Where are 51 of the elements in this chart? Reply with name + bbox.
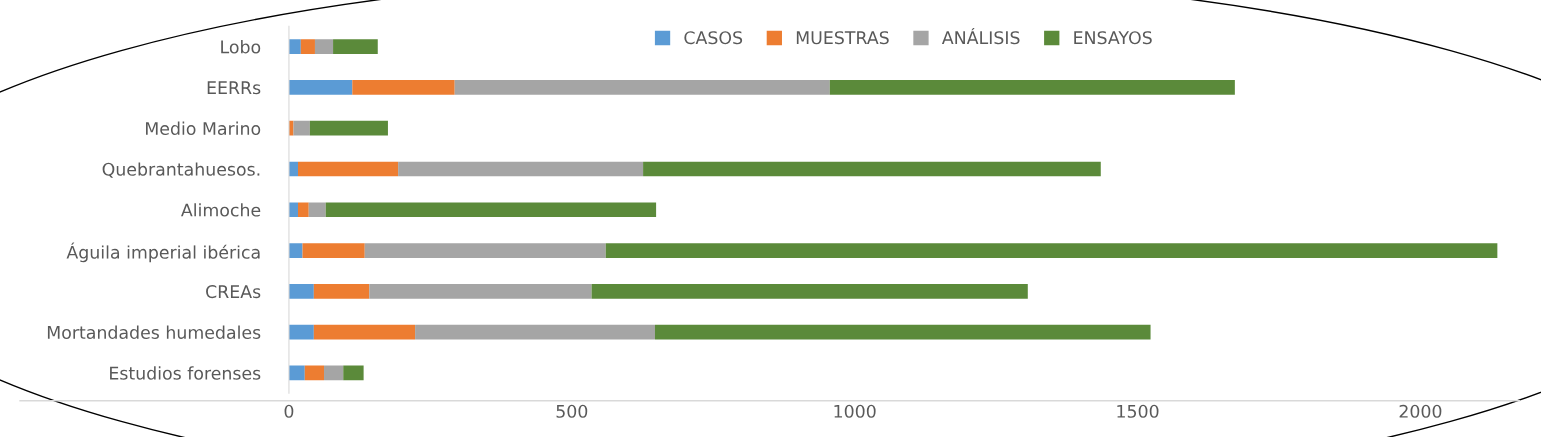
- legend-label: CASOS: [684, 31, 743, 45]
- bar: [308, 202, 326, 218]
- bar: [591, 283, 1028, 299]
- bar: [398, 161, 644, 177]
- legend-label: MUESTRAS: [796, 31, 889, 45]
- x-tick-label: 1000: [834, 404, 876, 418]
- y-tick-label: Águila imperial ibérica: [66, 242, 260, 263]
- bar: [454, 80, 830, 95]
- bar: [297, 161, 399, 177]
- bar: [302, 243, 365, 258]
- x-tick-label: 2000: [1399, 404, 1442, 418]
- x-tick-label: 500: [556, 404, 588, 418]
- x-tick-label: 1500: [1117, 404, 1159, 418]
- bar: [297, 202, 309, 218]
- bar: [288, 202, 298, 218]
- bar: [313, 283, 370, 299]
- bar: [325, 202, 657, 218]
- y-tick-label: Lobo: [221, 40, 261, 54]
- bar: [369, 283, 592, 299]
- bar: [654, 324, 1151, 340]
- bar: [829, 80, 1235, 95]
- bar: [288, 365, 305, 381]
- bar: [288, 80, 353, 95]
- bar: [324, 365, 344, 381]
- bar: [309, 120, 388, 136]
- x-tick-label: 0: [284, 404, 294, 418]
- y-tick-label: EERRs: [207, 81, 261, 95]
- y-tick-label: Medio Marino: [146, 121, 261, 136]
- bar: [605, 243, 1498, 258]
- y-tick-label: CREAs: [206, 285, 261, 299]
- legend-label: ANÁLISIS: [941, 27, 1020, 45]
- bar: [288, 324, 314, 340]
- bar: [415, 324, 655, 340]
- y-tick-label: Estudios forenses: [110, 366, 261, 380]
- bar: [304, 365, 325, 381]
- bar: [300, 39, 315, 54]
- bar: [314, 39, 334, 54]
- y-tick-label: Alimoche: [181, 203, 261, 217]
- legend-label: ENSAYOS: [1074, 31, 1152, 45]
- y-tick-label: Quebrantahuesos.: [102, 162, 260, 178]
- bar: [288, 39, 301, 54]
- y-tick-label: Mortandades humedales: [47, 325, 261, 339]
- bar: [288, 243, 303, 258]
- bar: [643, 161, 1101, 177]
- bar: [293, 120, 310, 136]
- bar: [364, 243, 606, 258]
- bar: [352, 80, 455, 95]
- bar: [333, 39, 378, 54]
- bar: [343, 365, 364, 381]
- bar: [288, 283, 314, 299]
- bar: [313, 324, 416, 340]
